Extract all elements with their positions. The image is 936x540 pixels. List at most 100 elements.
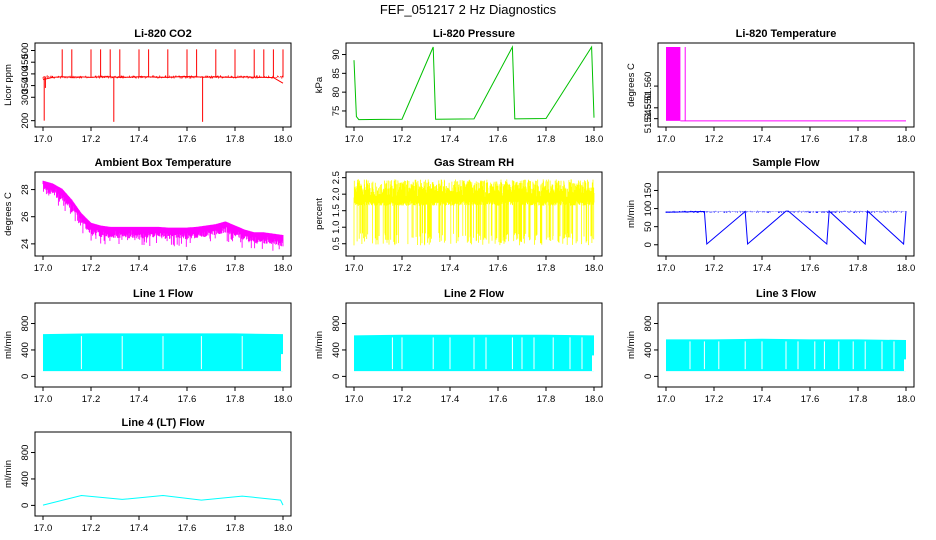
x-tick-label: 17.0 <box>34 523 53 534</box>
y-tick-label: 400 <box>20 66 31 82</box>
y-tick-label: 24 <box>20 239 31 250</box>
y-axis-label: percent <box>314 198 325 230</box>
y-axis-label: ml/min <box>626 200 637 228</box>
x-tick-label: 17.2 <box>82 394 101 405</box>
x-tick-label: 17.0 <box>657 134 676 145</box>
x-tick-label: 17.4 <box>130 523 149 534</box>
x-tick-label: 17.6 <box>178 263 197 274</box>
temp-block <box>666 47 681 121</box>
y-tick-label: 0 <box>643 242 654 247</box>
x-tick-label: 17.8 <box>849 134 868 145</box>
x-tick-label: 17.0 <box>34 134 53 145</box>
y-tick-label: 150 <box>643 183 654 199</box>
x-tick-label: 17.0 <box>34 263 53 274</box>
x-tick-label: 17.8 <box>537 394 556 405</box>
y-tick-label: 85 <box>331 68 342 79</box>
x-tick-label: 17.8 <box>849 263 868 274</box>
x-tick-label: 17.2 <box>705 263 724 274</box>
panels: Li-820 CO2 17.0 17.2 17.4 17.6 17.8 18.0 200 300… <box>3 28 915 534</box>
x-tick-label: 18.0 <box>585 394 604 405</box>
plot-frame <box>657 42 915 128</box>
x-tick-label: 17.6 <box>178 523 197 534</box>
y-axis-label: ml/min <box>626 331 637 359</box>
x-tick-label: 17.0 <box>345 263 364 274</box>
panel-title: Sample Flow <box>752 157 820 169</box>
x-tick-label: 17.6 <box>801 134 820 145</box>
x-tick-label: 17.6 <box>801 394 820 405</box>
x-tick-label: 17.4 <box>753 394 772 405</box>
plot-frame <box>34 171 292 257</box>
y-tick-label: 0.5 <box>331 237 342 250</box>
x-tick-label: 17.6 <box>178 134 197 145</box>
y-tick-label: 400 <box>331 342 342 358</box>
y-axis-label: degrees C <box>626 63 637 107</box>
plot-frame <box>345 302 603 388</box>
y-tick-label: 0 <box>20 503 31 508</box>
y-tick-label: 0 <box>331 374 342 379</box>
panel-title: Line 1 Flow <box>133 288 193 300</box>
x-tick-label: 17.6 <box>801 263 820 274</box>
plot-frame <box>345 42 603 128</box>
y-tick-label: 400 <box>20 342 31 358</box>
y-tick-label: 400 <box>643 342 654 358</box>
x-tick-label: 18.0 <box>897 134 916 145</box>
series-line <box>353 45 595 121</box>
x-tick-label: 17.8 <box>226 134 245 145</box>
plot-frame <box>34 302 292 388</box>
series-line <box>665 210 907 246</box>
x-tick-label: 17.4 <box>753 263 772 274</box>
y-axis-label: ml/min <box>3 460 14 488</box>
panel-title: Ambient Box Temperature <box>95 157 232 169</box>
panel-title: Line 3 Flow <box>756 288 816 300</box>
x-tick-label: 17.2 <box>82 523 101 534</box>
plot-frame <box>657 171 915 257</box>
plot-area <box>42 494 284 506</box>
x-tick-label: 17.2 <box>393 394 412 405</box>
y-tick-label: 800 <box>20 445 31 461</box>
x-tick-label: 17.6 <box>489 263 508 274</box>
x-tick-label: 18.0 <box>897 263 916 274</box>
x-tick-label: 17.8 <box>226 263 245 274</box>
temp-trace <box>42 180 284 251</box>
plot-frame <box>34 42 292 128</box>
x-tick-label: 18.0 <box>274 263 293 274</box>
plot-area <box>353 179 595 246</box>
x-tick-label: 17.4 <box>130 394 149 405</box>
plot-area <box>666 47 906 122</box>
x-tick-label: 17.8 <box>849 394 868 405</box>
y-tick-label: 0 <box>20 374 31 379</box>
x-tick-label: 17.4 <box>441 394 460 405</box>
x-tick-label: 17.6 <box>489 394 508 405</box>
chart-panel: Line 4 (LT) Flow 17.0 17.2 17.4 17.6 17.8 18.0… <box>3 417 292 534</box>
panel-title: Li-820 Temperature <box>736 28 837 40</box>
y-tick-label: 500 <box>20 43 31 59</box>
y-tick-label: 1.5 <box>331 204 342 217</box>
x-tick-label: 17.8 <box>226 394 245 405</box>
chart-panel: Gas Stream RH 17.0 17.2 17.4 17.6 17.8 18.0 0.5… <box>314 157 603 274</box>
x-tick-label: 17.6 <box>489 134 508 145</box>
x-tick-label: 17.2 <box>393 134 412 145</box>
x-tick-label: 18.0 <box>274 134 293 145</box>
panel-title: Line 4 (LT) Flow <box>122 417 205 429</box>
plot-area <box>353 45 595 121</box>
rh-trace <box>353 179 595 246</box>
y-axis-label: ml/min <box>314 331 325 359</box>
x-tick-label: 18.0 <box>585 134 604 145</box>
x-tick-label: 17.4 <box>753 134 772 145</box>
x-tick-label: 17.0 <box>345 134 364 145</box>
y-tick-label: 50 <box>643 221 654 232</box>
x-tick-label: 17.0 <box>345 394 364 405</box>
y-tick-label: 51.560 <box>643 72 654 101</box>
chart-panel: Line 3 Flow 17.0 17.2 17.4 17.6 17.8 18.0 0 400 8… <box>626 288 915 405</box>
plot-area <box>42 180 284 251</box>
plot-area <box>354 334 594 372</box>
x-tick-label: 17.4 <box>130 134 149 145</box>
x-tick-label: 17.4 <box>441 134 460 145</box>
chart-panel: Li-820 CO2 17.0 17.2 17.4 17.6 17.8 18.0 200 300… <box>3 28 292 145</box>
y-axis-label: ml/min <box>3 331 14 359</box>
plot-frame <box>657 302 915 388</box>
x-tick-label: 17.2 <box>393 263 412 274</box>
y-tick-label: 2.0 <box>331 188 342 201</box>
chart-panel: Li-820 Temperature 17.0 17.2 17.4 17.6 17.8 18… <box>626 28 915 145</box>
y-tick-label: 1.0 <box>331 221 342 234</box>
